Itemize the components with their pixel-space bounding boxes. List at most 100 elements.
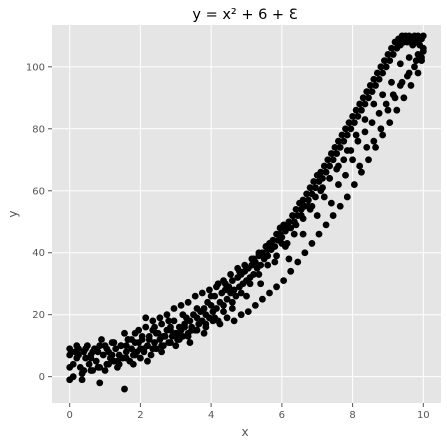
data-point	[372, 144, 379, 151]
data-point	[354, 113, 361, 120]
data-point	[201, 305, 208, 312]
data-point	[354, 138, 361, 145]
data-point	[202, 324, 209, 331]
data-point	[229, 299, 236, 306]
data-point	[165, 317, 172, 324]
data-point	[415, 70, 422, 77]
data-point	[388, 79, 395, 86]
data-point	[132, 352, 139, 359]
data-point	[362, 116, 369, 123]
data-point	[369, 119, 376, 126]
y-tick-label: 100	[26, 62, 45, 73]
data-point	[397, 60, 404, 67]
data-point	[335, 181, 342, 188]
x-tick-label: 2	[137, 410, 143, 421]
data-point	[171, 305, 178, 312]
data-point	[109, 352, 116, 359]
data-point	[96, 342, 103, 349]
data-point	[340, 156, 347, 163]
y-tick-label: 40	[32, 248, 45, 259]
data-point	[105, 361, 112, 368]
data-point	[280, 277, 287, 284]
data-point	[386, 119, 393, 126]
data-point	[79, 376, 86, 383]
data-point	[298, 212, 305, 219]
data-point	[284, 225, 291, 232]
data-point	[397, 82, 404, 89]
data-point	[82, 345, 89, 352]
data-point	[379, 91, 386, 98]
data-point	[208, 293, 215, 300]
data-point	[356, 163, 363, 170]
data-point	[149, 345, 156, 352]
data-point	[164, 311, 171, 318]
data-point	[342, 172, 349, 179]
data-point	[319, 184, 326, 191]
data-point	[255, 249, 262, 256]
data-point	[270, 237, 277, 244]
data-point	[379, 70, 386, 77]
data-point	[406, 54, 413, 61]
data-point	[362, 101, 369, 108]
data-point	[411, 63, 418, 70]
data-point	[96, 379, 103, 386]
data-point	[121, 386, 128, 393]
data-point	[365, 94, 372, 101]
data-point	[187, 317, 194, 324]
data-point	[187, 339, 194, 346]
data-point	[88, 367, 95, 374]
data-point	[263, 243, 270, 250]
data-point	[385, 107, 392, 114]
x-tick-label: 10	[417, 410, 430, 421]
data-point	[393, 107, 400, 114]
data-point	[201, 330, 208, 337]
data-point	[234, 265, 241, 272]
data-point	[323, 221, 330, 228]
data-point	[376, 110, 383, 117]
data-point	[257, 262, 264, 269]
data-point	[358, 107, 365, 114]
data-point	[400, 94, 407, 101]
data-point	[301, 249, 308, 256]
data-point	[227, 271, 234, 278]
data-point	[66, 364, 73, 371]
data-point	[264, 252, 271, 259]
data-point	[271, 259, 278, 266]
data-point	[172, 342, 179, 349]
data-point	[158, 348, 165, 355]
data-point	[192, 293, 199, 300]
data-point	[390, 51, 397, 58]
data-point	[349, 156, 356, 163]
data-point	[238, 311, 245, 318]
data-point	[369, 88, 376, 95]
data-point	[370, 101, 377, 108]
data-point	[167, 327, 174, 334]
data-point	[379, 132, 386, 139]
data-point	[316, 231, 323, 238]
data-point	[142, 314, 149, 321]
data-point	[123, 342, 130, 349]
data-point	[142, 324, 149, 331]
data-point	[231, 317, 238, 324]
data-point	[344, 132, 351, 139]
y-tick-label: 60	[32, 186, 45, 197]
data-point	[337, 144, 344, 151]
data-point	[266, 290, 273, 297]
data-point	[241, 262, 248, 269]
data-point	[372, 82, 379, 89]
data-point	[158, 321, 165, 328]
x-tick-label: 0	[66, 410, 72, 421]
data-point	[273, 283, 280, 290]
y-tick-label: 0	[39, 372, 45, 383]
data-point	[257, 280, 264, 287]
data-point	[73, 342, 80, 349]
data-point	[264, 262, 271, 269]
data-point	[102, 367, 109, 374]
data-point	[312, 194, 319, 201]
data-point	[408, 82, 415, 89]
data-point	[252, 302, 259, 309]
data-point	[300, 231, 307, 238]
data-point	[286, 256, 293, 263]
